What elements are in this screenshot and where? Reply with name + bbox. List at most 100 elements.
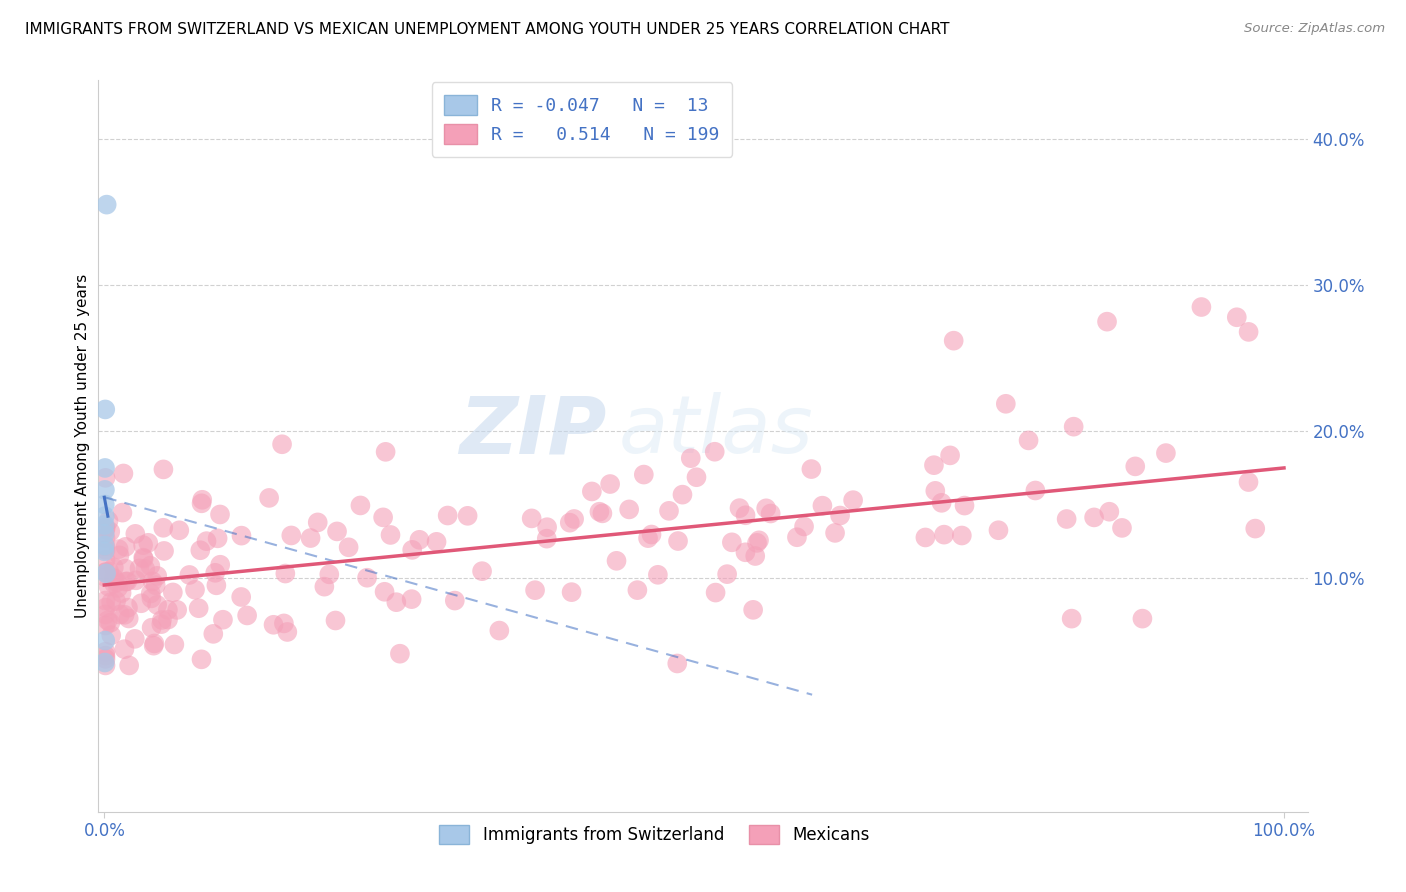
Text: atlas: atlas (619, 392, 813, 470)
Point (103, 576, 125, 591)
Point (128, 561, 150, 575)
Point (524, 583, 547, 598)
Point (626, 583, 648, 598)
Point (94, 566, 117, 580)
Point (734, 508, 756, 523)
Point (93, 544, 115, 558)
Point (1063, 419, 1085, 434)
Point (93, 518, 115, 533)
Point (146, 598, 169, 612)
Point (728, 501, 751, 516)
Point (94, 402, 117, 417)
Point (94, 471, 117, 485)
Point (150, 613, 173, 627)
Point (1095, 315, 1118, 329)
Point (124, 632, 146, 646)
Point (97, 514, 120, 528)
Point (207, 532, 229, 546)
Point (132, 538, 155, 552)
Point (666, 534, 689, 549)
Point (721, 535, 744, 549)
Point (114, 540, 136, 554)
Point (132, 550, 155, 565)
Point (536, 532, 558, 546)
Point (640, 527, 662, 541)
Point (190, 496, 212, 510)
Point (987, 523, 1010, 537)
Point (166, 603, 188, 617)
Point (1154, 446, 1177, 460)
Point (922, 458, 945, 473)
Point (558, 516, 581, 530)
Point (94, 498, 117, 512)
Point (188, 543, 211, 558)
Point (169, 523, 191, 537)
Point (401, 592, 423, 607)
Point (388, 647, 411, 661)
Point (1226, 310, 1249, 325)
Point (325, 614, 347, 628)
Point (326, 524, 349, 539)
Point (599, 477, 621, 491)
Point (374, 584, 396, 599)
Point (318, 567, 340, 582)
Point (204, 566, 226, 580)
Point (830, 508, 852, 523)
Point (811, 499, 834, 513)
Point (94, 593, 117, 607)
Point (280, 528, 302, 542)
Point (658, 504, 681, 518)
Point (488, 624, 510, 638)
Point (562, 512, 585, 526)
Point (581, 484, 603, 499)
Point (94, 618, 117, 632)
Point (1056, 512, 1078, 526)
Point (666, 657, 689, 671)
Point (94, 461, 117, 475)
Point (443, 593, 465, 607)
Point (129, 596, 152, 610)
Point (94, 658, 117, 673)
Point (950, 528, 973, 542)
Point (742, 603, 765, 617)
Point (195, 534, 218, 549)
Point (156, 603, 179, 617)
Point (97, 580, 120, 594)
Point (103, 571, 125, 585)
Point (94, 565, 117, 579)
Point (184, 582, 207, 597)
Point (931, 496, 953, 510)
Point (94, 540, 117, 554)
Point (94, 633, 117, 648)
Point (231, 590, 253, 604)
Point (685, 470, 707, 484)
Point (108, 607, 131, 622)
Point (153, 544, 176, 558)
Point (110, 586, 132, 600)
Point (145, 578, 167, 592)
Point (271, 437, 294, 451)
Point (94, 607, 117, 622)
Point (1098, 505, 1121, 519)
Point (939, 449, 962, 463)
Point (190, 652, 212, 666)
Point (605, 554, 627, 568)
Point (800, 462, 823, 476)
Point (1060, 612, 1083, 626)
Point (1244, 522, 1267, 536)
Point (425, 534, 447, 549)
Point (157, 613, 180, 627)
Point (152, 521, 174, 535)
Point (94, 648, 117, 663)
Text: ZIP: ZIP (458, 392, 606, 470)
Point (187, 601, 209, 615)
Point (704, 585, 727, 599)
Point (97, 614, 120, 628)
Point (561, 585, 583, 599)
Point (146, 569, 169, 583)
Point (1083, 510, 1105, 524)
Point (191, 492, 214, 507)
Point (208, 508, 231, 522)
Point (1132, 612, 1154, 626)
Point (274, 566, 297, 581)
